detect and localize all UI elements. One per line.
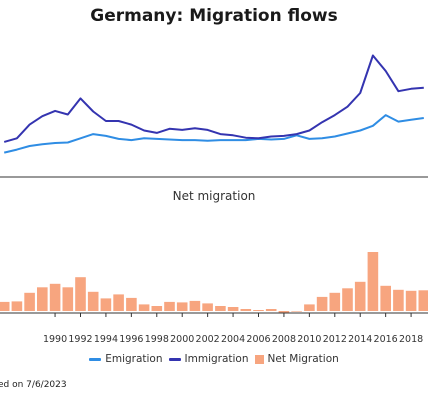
net-migration-bar-1986: [0, 301, 10, 311]
x-tick-label-2014: 2014: [348, 334, 372, 345]
net-migration-bar-2014: [354, 281, 366, 311]
net-migration-bar-1988: [24, 292, 35, 311]
x-tick-label-2000: 2000: [170, 334, 194, 345]
net-migration-bar-2011: [316, 296, 328, 311]
net-migration-bar-1998: [151, 306, 163, 311]
emigration-swatch: [89, 357, 102, 361]
net-migration-bar-1995: [113, 294, 124, 311]
net-migration-bar-2006: [253, 310, 264, 311]
legend-immigration[interactable]: Immigration: [168, 353, 249, 365]
net-migration-bar-1993: [87, 291, 99, 311]
net-migration-bar-2017: [393, 289, 404, 311]
chart-title: Germany: Migration flows: [90, 6, 338, 26]
net-migration-bar-1996: [126, 297, 137, 311]
net-migration-bar-2008: [278, 311, 290, 314]
net-migration-bar-2004: [227, 307, 239, 311]
net-migration-bar-2010: [304, 304, 315, 311]
footer-note: ed on 7/6/2023: [0, 380, 67, 390]
x-tick-label-1998: 1998: [145, 334, 169, 345]
x-tick-label-1992: 1992: [68, 334, 92, 345]
net-migration-bar-1991: [62, 287, 74, 311]
series-line-emigration: [3, 114, 424, 154]
net-migration-bar-2000: [176, 302, 188, 311]
net-migration-bar-2012: [329, 292, 341, 311]
net-migration-bar-2019: [418, 290, 428, 311]
net-migration-bar-2016: [380, 285, 391, 311]
net-migration-bar-1987: [11, 301, 23, 311]
x-tick-label-2018: 2018: [399, 334, 423, 345]
x-tick-label-2008: 2008: [272, 334, 296, 345]
net-migration-bar-2013: [342, 288, 353, 311]
net-migration-bar-2018: [405, 290, 417, 311]
net-migration-bar-2007: [265, 309, 277, 311]
x-tick-label-2016: 2016: [374, 334, 398, 345]
x-tick-label-2004: 2004: [221, 334, 245, 345]
net-migration-bar-2001: [189, 300, 201, 311]
net-migration-bar-1997: [138, 304, 150, 311]
x-tick-label-2010: 2010: [297, 334, 321, 345]
x-tick-label-1996: 1996: [119, 334, 143, 345]
net-migration-bar-2009: [291, 311, 302, 312]
net-migration-bar-2005: [240, 309, 252, 311]
net-migration-bar-2015: [367, 252, 379, 311]
net-migration-bar-2002: [202, 303, 213, 311]
legend-emigration[interactable]: Emigration: [89, 353, 163, 365]
legend-net-migration-label: Net Migration: [267, 353, 339, 365]
net-migration-bar-1999: [164, 301, 175, 311]
net-migration-bar-1990: [49, 283, 61, 311]
legend-net-migration[interactable]: Net Migration: [254, 353, 339, 365]
immigration-swatch: [168, 357, 181, 361]
x-tick-label-1990: 1990: [43, 334, 67, 345]
net-migration-bar-1992: [75, 277, 86, 311]
net-migration-bar-2003: [215, 306, 226, 311]
net-migration-swatch: [254, 354, 264, 364]
net-migration-bar-1989: [37, 287, 48, 311]
x-tick-label-2012: 2012: [323, 334, 347, 345]
net-migration-bar-1994: [100, 298, 112, 311]
x-tick-label-1994: 1994: [94, 334, 118, 345]
legend-immigration-label: Immigration: [184, 353, 249, 365]
legend-emigration-label: Emigration: [105, 353, 163, 365]
series-line-immigration: [3, 54, 424, 143]
x-tick-label-2006: 2006: [246, 334, 270, 345]
net-migration-subtitle: Net migration: [172, 189, 256, 203]
x-tick-label-2002: 2002: [196, 334, 220, 345]
legend: Emigration Immigration Net Migration: [0, 353, 428, 365]
